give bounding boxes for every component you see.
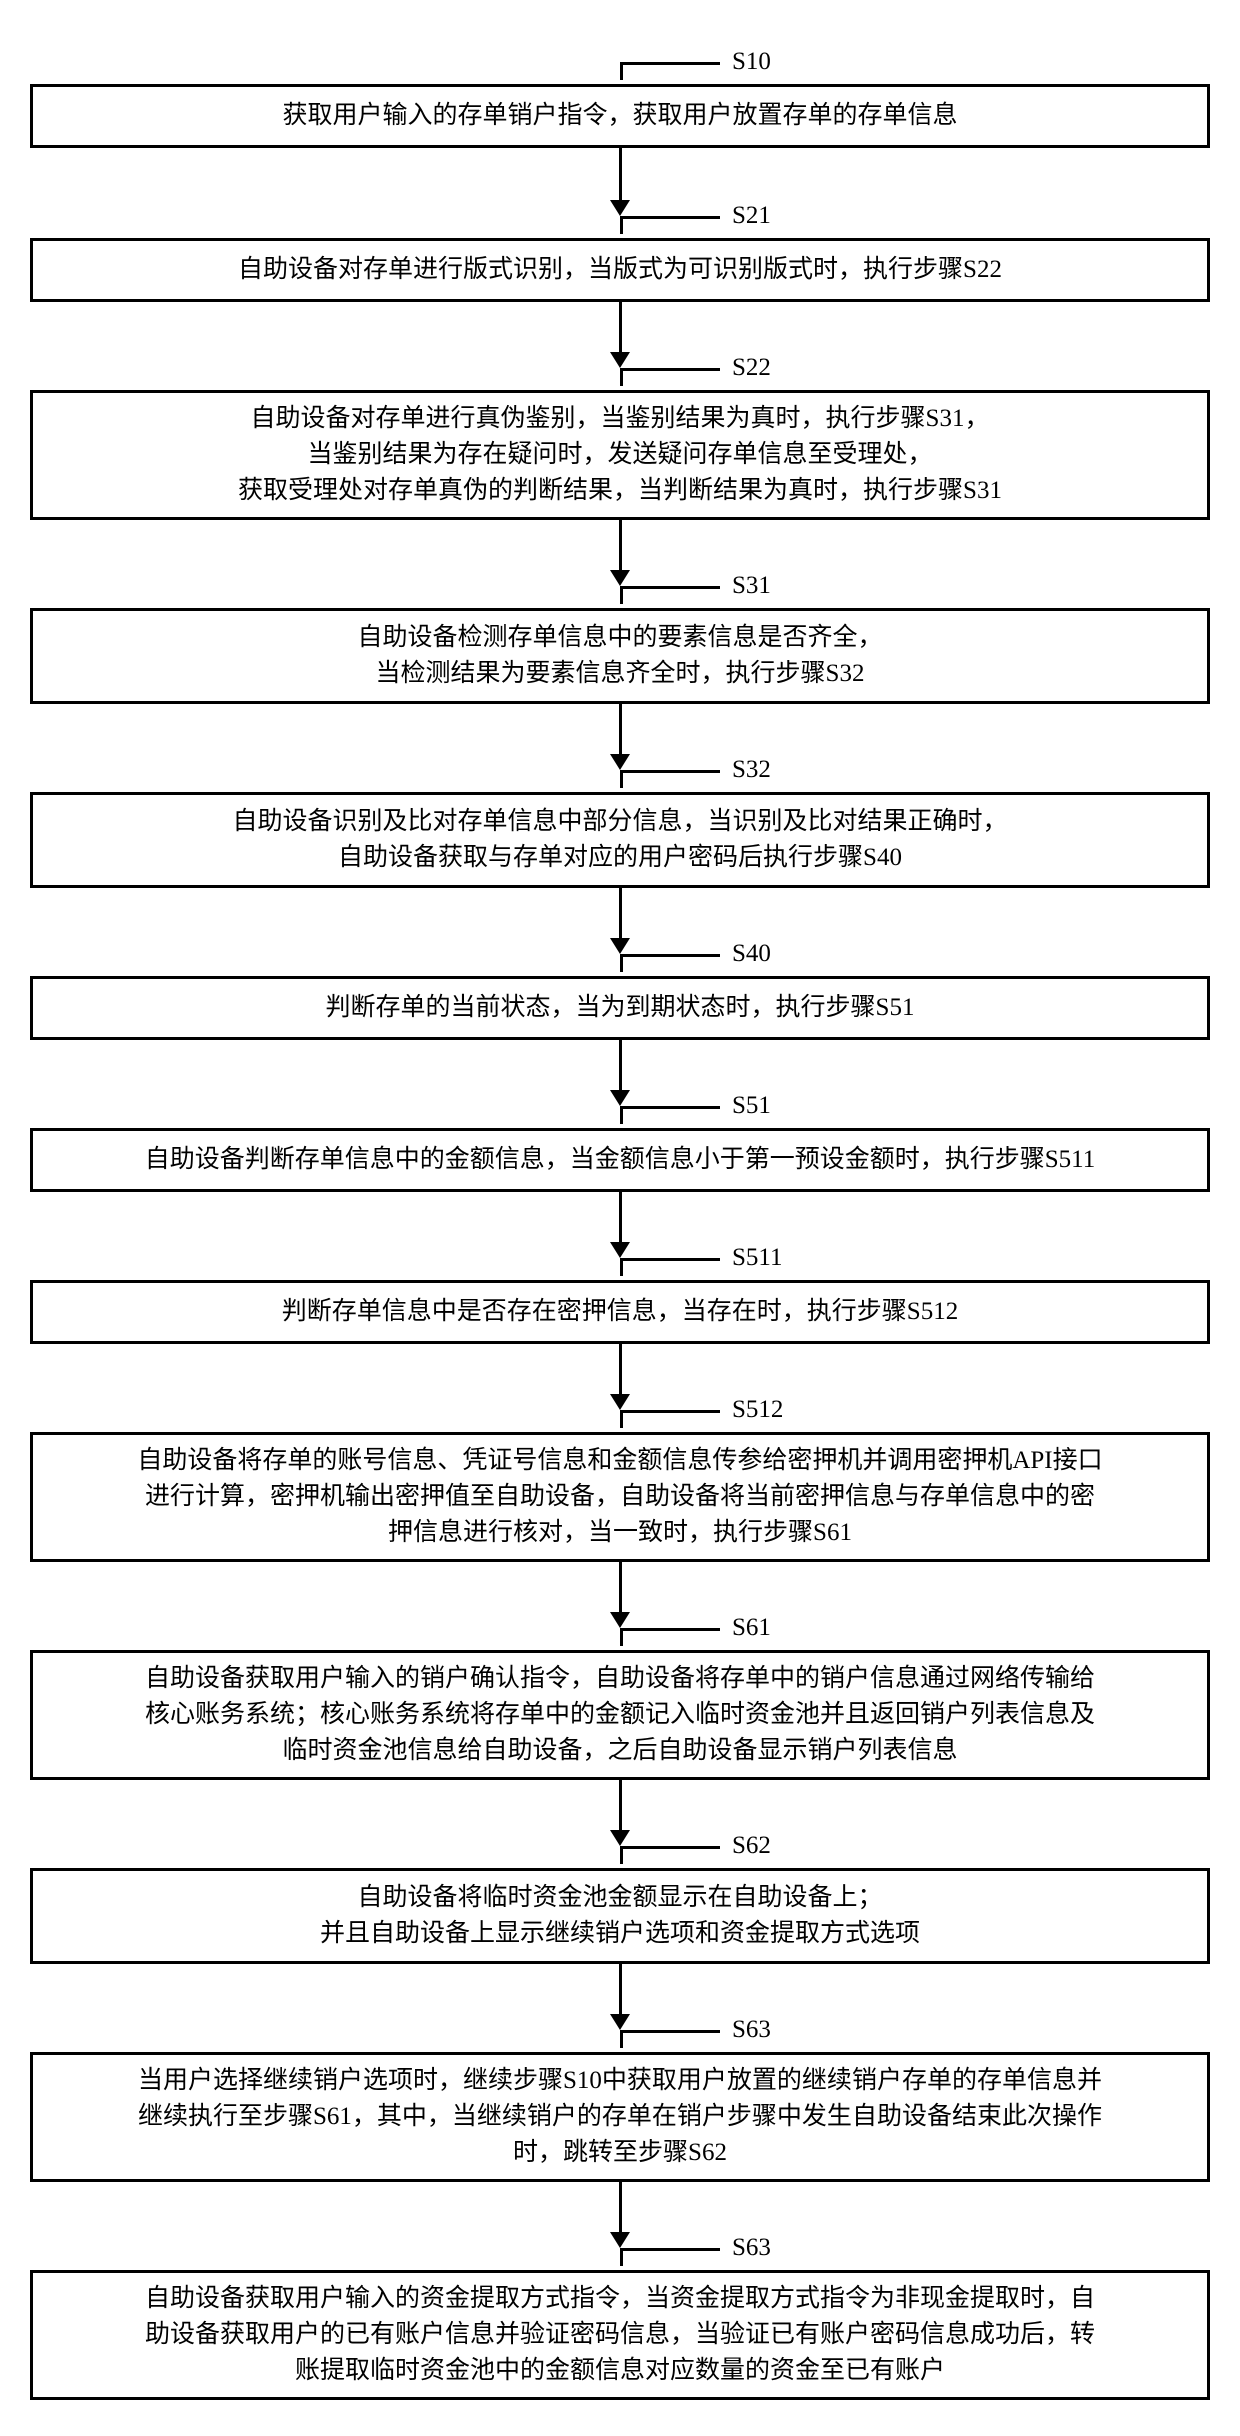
arrow-head [610, 1090, 630, 1106]
flow-step-box: 自助设备对存单进行版式识别，当版式为可识别版式时，执行步骤S22 [30, 238, 1210, 302]
arrow-head [610, 2014, 630, 2030]
arrow-stem [619, 1040, 622, 1090]
flow-step-box: 当用户选择继续销户选项时，继续步骤S10中获取用户放置的继续销户存单的存单信息并… [30, 2052, 1210, 2182]
flow-step-text-line: 获取受理处对存单真伪的判断结果，当判断结果为真时，执行步骤S31 [238, 473, 1002, 509]
step-bracket [620, 586, 720, 604]
step-bracket [620, 62, 720, 80]
arrow-head [610, 938, 630, 954]
flow-step-box: 自助设备识别及比对存单信息中部分信息，当识别及比对结果正确时，自助设备获取与存单… [30, 792, 1210, 888]
step-label: S62 [732, 1832, 771, 1860]
flow-step-text-line: 当检测结果为要素信息齐全时，执行步骤S32 [376, 656, 865, 692]
arrow-stem [619, 1780, 622, 1830]
flow-step-text-line: 核心账务系统；核心账务系统将存单中的金额记入临时资金池并且返回销户列表信息及 [145, 1697, 1095, 1733]
step-label: S61 [732, 1614, 771, 1642]
step-bracket [620, 770, 720, 788]
flow-step-text-line: 临时资金池信息给自助设备，之后自助设备显示销户列表信息 [282, 1733, 957, 1769]
flow-step-text-line: 进行计算，密押机输出密押值至自助设备，自助设备将当前密押信息与存单信息中的密 [145, 1479, 1095, 1515]
flow-step-text-line: 自助设备获取用户输入的资金提取方式指令，当资金提取方式指令为非现金提取时，自 [145, 2281, 1095, 2317]
flow-step-text-line: 自助设备获取与存单对应的用户密码后执行步骤S40 [338, 840, 902, 876]
flow-step-text-line: 继续执行至步骤S61，其中，当继续销户的存单在销户步骤中发生自助设备结束此次操作 [138, 2099, 1102, 2135]
arrow-stem [619, 1344, 622, 1394]
flow-step-text-line: 账提取临时资金池中的金额信息对应数量的资金至已有账户 [295, 2353, 945, 2389]
flow-step-text-line: 自助设备将存单的账号信息、凭证号信息和金额信息传参给密押机并调用密押机API接口 [137, 1443, 1102, 1479]
flow-step-text-line: 自助设备对存单进行真伪鉴别，当鉴别结果为真时，执行步骤S31， [251, 401, 990, 437]
arrow-head [610, 754, 630, 770]
step-bracket [620, 954, 720, 972]
flow-step-text-line: 自助设备检测存单信息中的要素信息是否齐全， [357, 620, 882, 656]
step-label: S32 [732, 756, 771, 784]
flow-step-text-line: 并且自助设备上显示继续销户选项和资金提取方式选项 [320, 1916, 920, 1952]
flow-step-text-line: 获取用户输入的存单销户指令，获取用户放置存单的存单信息 [282, 98, 957, 134]
step-bracket [620, 1846, 720, 1864]
step-label: S512 [732, 1396, 783, 1424]
step-bracket [620, 1628, 720, 1646]
flow-step-text-line: 助设备获取用户的已有账户信息并验证密码信息，当验证已有账户密码信息成功后，转 [145, 2317, 1095, 2353]
arrow-stem [619, 704, 622, 754]
flow-step-box: 自助设备将临时资金池金额显示在自助设备上；并且自助设备上显示继续销户选项和资金提… [30, 1868, 1210, 1964]
arrow-head [610, 1830, 630, 1846]
flow-step-box: 自助设备获取用户输入的销户确认指令，自助设备将存单中的销户信息通过网络传输给核心… [30, 1650, 1210, 1780]
arrow-head [610, 1242, 630, 1258]
flow-step-box: 获取用户输入的存单销户指令，获取用户放置存单的存单信息 [30, 84, 1210, 148]
arrow-head [610, 1394, 630, 1410]
step-bracket [620, 2248, 720, 2266]
step-label: S10 [732, 48, 771, 76]
arrow-stem [619, 302, 622, 352]
step-label: S63 [732, 2016, 771, 2044]
flow-step-text-line: 判断存单的当前状态，当为到期状态时，执行步骤S51 [326, 990, 915, 1026]
flow-step-text-line: 判断存单信息中是否存在密押信息，当存在时，执行步骤S512 [282, 1294, 958, 1330]
step-label: S40 [732, 940, 771, 968]
step-bracket [620, 368, 720, 386]
arrow-stem [619, 1192, 622, 1242]
step-label: S31 [732, 572, 771, 600]
flow-step-text-line: 自助设备对存单进行版式识别，当版式为可识别版式时，执行步骤S22 [238, 252, 1002, 288]
flow-step-box: 判断存单的当前状态，当为到期状态时，执行步骤S51 [30, 976, 1210, 1040]
step-bracket [620, 1410, 720, 1428]
step-label: S21 [732, 202, 771, 230]
flowchart-page: S10 获取用户输入的存单销户指令，获取用户放置存单的存单信息 S21 自助设备对存单… [0, 0, 1240, 2436]
step-label: S63 [732, 2234, 771, 2262]
arrow-stem [619, 148, 622, 200]
arrow-stem [619, 520, 622, 570]
arrow-stem [619, 888, 622, 938]
flow-step-text-line: 时，跳转至步骤S62 [513, 2135, 727, 2171]
arrow-head [610, 352, 630, 368]
arrow-head [610, 200, 630, 216]
flow-step-text-line: 押信息进行核对，当一致时，执行步骤S61 [388, 1515, 852, 1551]
flow-step-text-line: 自助设备获取用户输入的销户确认指令，自助设备将存单中的销户信息通过网络传输给 [145, 1661, 1095, 1697]
step-bracket [620, 1106, 720, 1124]
step-label: S511 [732, 1244, 782, 1272]
arrow-stem [619, 1562, 622, 1612]
flow-step-box: 自助设备判断存单信息中的金额信息，当金额信息小于第一预设金额时，执行步骤S511 [30, 1128, 1210, 1192]
step-label: S22 [732, 354, 771, 382]
step-bracket [620, 2030, 720, 2048]
flow-step-text-line: 当用户选择继续销户选项时，继续步骤S10中获取用户放置的继续销户存单的存单信息并 [138, 2063, 1102, 2099]
flow-step-box: 自助设备将存单的账号信息、凭证号信息和金额信息传参给密押机并调用密押机API接口… [30, 1432, 1210, 1562]
flow-step-box: 自助设备检测存单信息中的要素信息是否齐全，当检测结果为要素信息齐全时，执行步骤S… [30, 608, 1210, 704]
step-bracket [620, 1258, 720, 1276]
step-label: S51 [732, 1092, 771, 1120]
flow-step-text-line: 自助设备识别及比对存单信息中部分信息，当识别及比对结果正确时， [232, 804, 1007, 840]
flow-step-text-line: 当鉴别结果为存在疑问时，发送疑问存单信息至受理处， [307, 437, 932, 473]
arrow-head [610, 1612, 630, 1628]
flow-step-box: 自助设备获取用户输入的资金提取方式指令，当资金提取方式指令为非现金提取时，自助设… [30, 2270, 1210, 2400]
flow-step-box: 判断存单信息中是否存在密押信息，当存在时，执行步骤S512 [30, 1280, 1210, 1344]
arrow-stem [619, 2182, 622, 2232]
flow-step-text-line: 自助设备将临时资金池金额显示在自助设备上； [357, 1880, 882, 1916]
flow-step-box: 自助设备对存单进行真伪鉴别，当鉴别结果为真时，执行步骤S31，当鉴别结果为存在疑… [30, 390, 1210, 520]
arrow-head [610, 2232, 630, 2248]
arrow-head [610, 570, 630, 586]
flow-step-text-line: 自助设备判断存单信息中的金额信息，当金额信息小于第一预设金额时，执行步骤S511 [145, 1142, 1095, 1178]
step-bracket [620, 216, 720, 234]
arrow-stem [619, 1964, 622, 2014]
